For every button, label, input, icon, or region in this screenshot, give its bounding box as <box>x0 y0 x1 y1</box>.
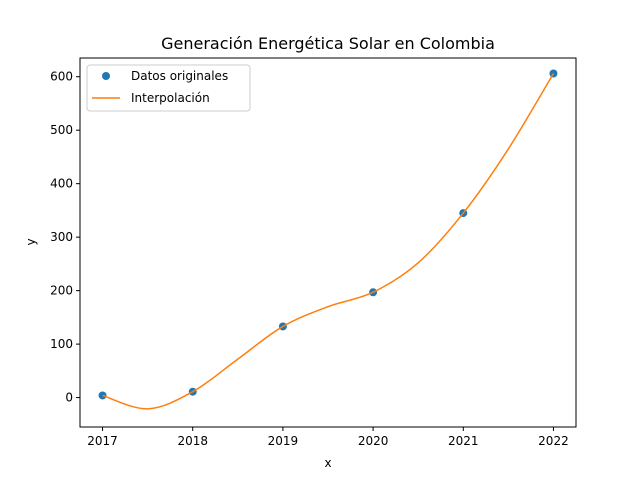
y-axis-ticks: 0 100 200 300 400 500 600 <box>50 70 80 405</box>
legend: Datos originales Interpolación <box>86 64 251 112</box>
x-tick-label: 2019 <box>268 434 299 448</box>
y-axis-label: y <box>24 238 38 245</box>
y-tick-label: 300 <box>50 230 73 244</box>
x-axis-ticks: 2017 2018 2019 2020 2021 2022 <box>87 427 569 448</box>
y-tick-label: 200 <box>50 284 73 298</box>
y-tick-label: 400 <box>50 177 73 191</box>
y-tick-label: 600 <box>50 70 73 84</box>
y-tick-label: 100 <box>50 337 73 351</box>
plot-content <box>98 69 558 410</box>
chart-title: Generación Energética Solar en Colombia <box>161 34 495 53</box>
plot-frame <box>79 57 577 428</box>
legend-box <box>86 64 251 112</box>
x-tick-label: 2020 <box>358 434 389 448</box>
x-tick-label: 2017 <box>87 434 118 448</box>
x-tick-label: 2018 <box>177 434 208 448</box>
legend-marker-datos-originales <box>102 72 110 80</box>
y-tick-label: 0 <box>65 391 73 405</box>
data-point <box>549 69 558 78</box>
interpolation-line <box>102 73 555 410</box>
x-axis-label: x <box>324 456 331 470</box>
x-tick-label: 2021 <box>448 434 479 448</box>
x-tick-label: 2022 <box>538 434 569 448</box>
legend-label-datos-originales: Datos originales <box>131 69 228 83</box>
legend-label-interpolacion: Interpolación <box>131 91 210 105</box>
y-tick-label: 500 <box>50 123 73 137</box>
